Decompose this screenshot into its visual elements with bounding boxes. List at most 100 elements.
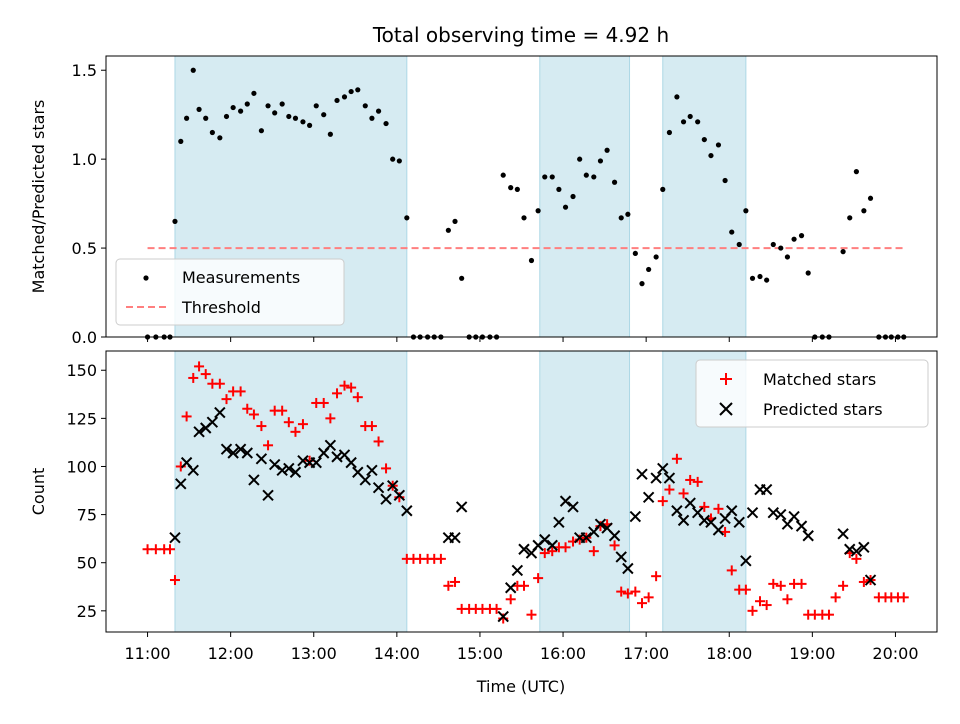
count-shaded-interval — [174, 350, 408, 633]
legend-predicted-marker — [719, 402, 733, 416]
predicted-point — [401, 505, 413, 517]
matched-point — [443, 580, 454, 591]
measurement-point — [452, 218, 458, 224]
ratio-y-tick-label: 0.0 — [72, 328, 97, 347]
predicted-point — [850, 545, 863, 557]
matched-point — [450, 576, 461, 587]
measurement-point — [300, 119, 306, 125]
measurement-point — [459, 275, 465, 281]
legend-predicted-label: Predicted stars — [763, 400, 883, 419]
count-axes-frame — [105, 350, 938, 633]
x-tick-label: 19:00 — [789, 644, 835, 663]
measurement-point — [577, 156, 583, 162]
x-tick-label: 12:00 — [208, 644, 254, 663]
predicted-point — [864, 574, 877, 586]
predicted-point — [858, 541, 870, 554]
predicted-point — [671, 505, 683, 517]
predicted-point — [276, 464, 288, 477]
x-tick-label: 20:00 — [872, 644, 918, 663]
ratio-y-axis-label: Matched/Predicted stars — [29, 100, 48, 294]
matched-point — [560, 542, 571, 553]
predicted-point — [449, 531, 461, 544]
predicted-point — [206, 416, 219, 428]
measurement-point — [570, 193, 576, 200]
matched-point — [290, 426, 301, 437]
matched-point — [609, 540, 620, 551]
predicted-point — [283, 462, 295, 475]
predicted-point — [345, 456, 357, 469]
measurement-point — [190, 67, 196, 73]
legend-matched-marker — [720, 373, 732, 385]
measurement-point — [172, 218, 178, 224]
predicted-point — [255, 453, 268, 465]
ratio-legend-box — [115, 258, 345, 326]
measurement-point — [867, 195, 874, 201]
predicted-point — [615, 551, 627, 563]
matched-point — [373, 436, 384, 447]
matched-point — [339, 380, 350, 391]
matched-point — [248, 409, 259, 420]
matched-point — [325, 413, 336, 424]
predicted-point — [497, 610, 509, 623]
predicted-point — [802, 530, 814, 542]
measurement-point — [383, 120, 389, 127]
measurement-point — [736, 241, 742, 248]
predicted-point — [193, 426, 205, 438]
predicted-point — [657, 462, 669, 475]
predicted-point — [227, 447, 239, 459]
measurement-point — [535, 208, 541, 214]
measurement-point — [396, 158, 402, 164]
x-tick-label: 18:00 — [706, 644, 752, 663]
measurement-point — [355, 87, 361, 93]
measurement-point — [722, 177, 728, 184]
measurement-point — [223, 113, 230, 120]
measurement-point — [646, 266, 652, 273]
predicted-point — [553, 516, 565, 529]
x-tick-label: 16:00 — [540, 644, 586, 663]
measurement-point — [209, 129, 215, 136]
count-legend-box — [695, 359, 929, 428]
predicted-point — [175, 478, 187, 490]
predicted-point — [559, 495, 572, 507]
ratio-panel: 0.0 0.5 1.0 1.5 Matched/Predicted stars — [29, 55, 938, 347]
measurement-point — [514, 186, 520, 192]
measurement-point — [341, 94, 348, 100]
measurement-point — [784, 254, 791, 260]
predicted-point — [788, 510, 800, 523]
measurement-point — [666, 129, 673, 136]
count-y-tick-label: 75 — [77, 506, 97, 525]
predicted-point — [698, 514, 711, 527]
matched-point — [242, 403, 253, 414]
predicted-point — [546, 539, 558, 552]
measurement-point — [743, 208, 749, 214]
legend-matched-label: Matched stars — [763, 370, 876, 389]
matched-point — [747, 605, 758, 616]
measurement-point — [217, 135, 223, 141]
measurement-point — [313, 103, 319, 109]
x-tick-label: 15:00 — [457, 644, 503, 663]
measurement-point — [611, 179, 618, 185]
matched-point — [491, 603, 502, 614]
predicted-point — [629, 510, 642, 523]
measurement-point — [445, 227, 451, 233]
count-legend: Matched stars Predicted stars — [695, 359, 929, 428]
matched-point — [699, 501, 710, 512]
measurement-point — [583, 172, 589, 178]
predicted-point — [663, 472, 676, 484]
matched-point — [664, 484, 675, 495]
ratio-y-tick-label: 1.0 — [72, 150, 97, 169]
matched-point — [169, 575, 180, 586]
matched-point — [533, 573, 544, 584]
matched-point — [214, 378, 225, 389]
measurement-point — [258, 128, 264, 134]
measurement-point — [321, 112, 327, 118]
matched-point — [283, 417, 294, 428]
matched-point — [221, 394, 232, 405]
matched-point — [775, 580, 786, 591]
matched-point — [651, 571, 662, 582]
measurement-point — [272, 110, 278, 116]
matched-point — [622, 588, 633, 599]
ratio-series-measurements — [144, 67, 907, 340]
matched-point — [678, 488, 689, 499]
